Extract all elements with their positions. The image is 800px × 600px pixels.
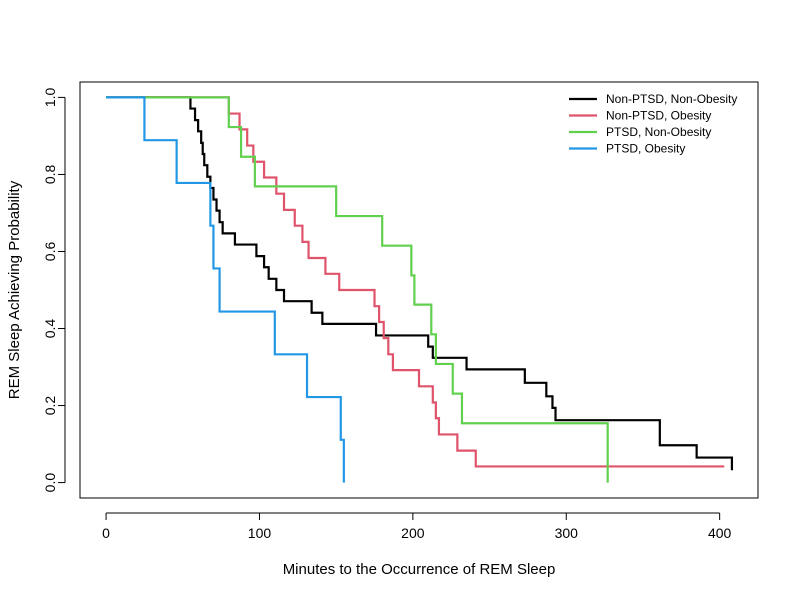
- series-line: [106, 96, 609, 483]
- series-line: [106, 96, 734, 471]
- y-tick-label: 0.6: [42, 242, 58, 262]
- x-tick-label: 400: [708, 525, 732, 541]
- y-tick-label: 0.2: [42, 396, 58, 416]
- y-tick-label: 0.8: [42, 165, 58, 185]
- legend: Non-PTSD, Non-Obesity Non-PTSD, Obesity PT…: [569, 92, 737, 156]
- x-tick-label: 100: [248, 525, 272, 541]
- y-axis-label: REM Sleep Achieving Probability: [6, 180, 23, 399]
- plot-frame: [79, 81, 759, 499]
- y-axis: 0.0 0.2 0.4 0.6 0.8 1.0: [42, 87, 66, 493]
- legend-label: Non-PTSD, Obesity: [606, 109, 711, 123]
- y-tick-label: 0.4: [42, 319, 58, 339]
- series-line: [106, 96, 345, 483]
- y-tick-label: 1.0: [42, 87, 58, 107]
- x-tick-label: 200: [401, 525, 425, 541]
- x-tick-label: 300: [555, 525, 579, 541]
- legend-label: Non-PTSD, Non-Obesity: [606, 92, 737, 106]
- x-axis: 0 100 200 300 400: [102, 512, 732, 541]
- legend-label: PTSD, Non-Obesity: [606, 125, 711, 139]
- x-axis-label: Minutes to the Occurrence of REM Sleep: [283, 561, 556, 578]
- x-tick-label: 0: [102, 525, 110, 541]
- series-group: [106, 96, 734, 483]
- legend-label: PTSD, Obesity: [606, 142, 685, 156]
- y-tick-label: 0.0: [42, 473, 58, 493]
